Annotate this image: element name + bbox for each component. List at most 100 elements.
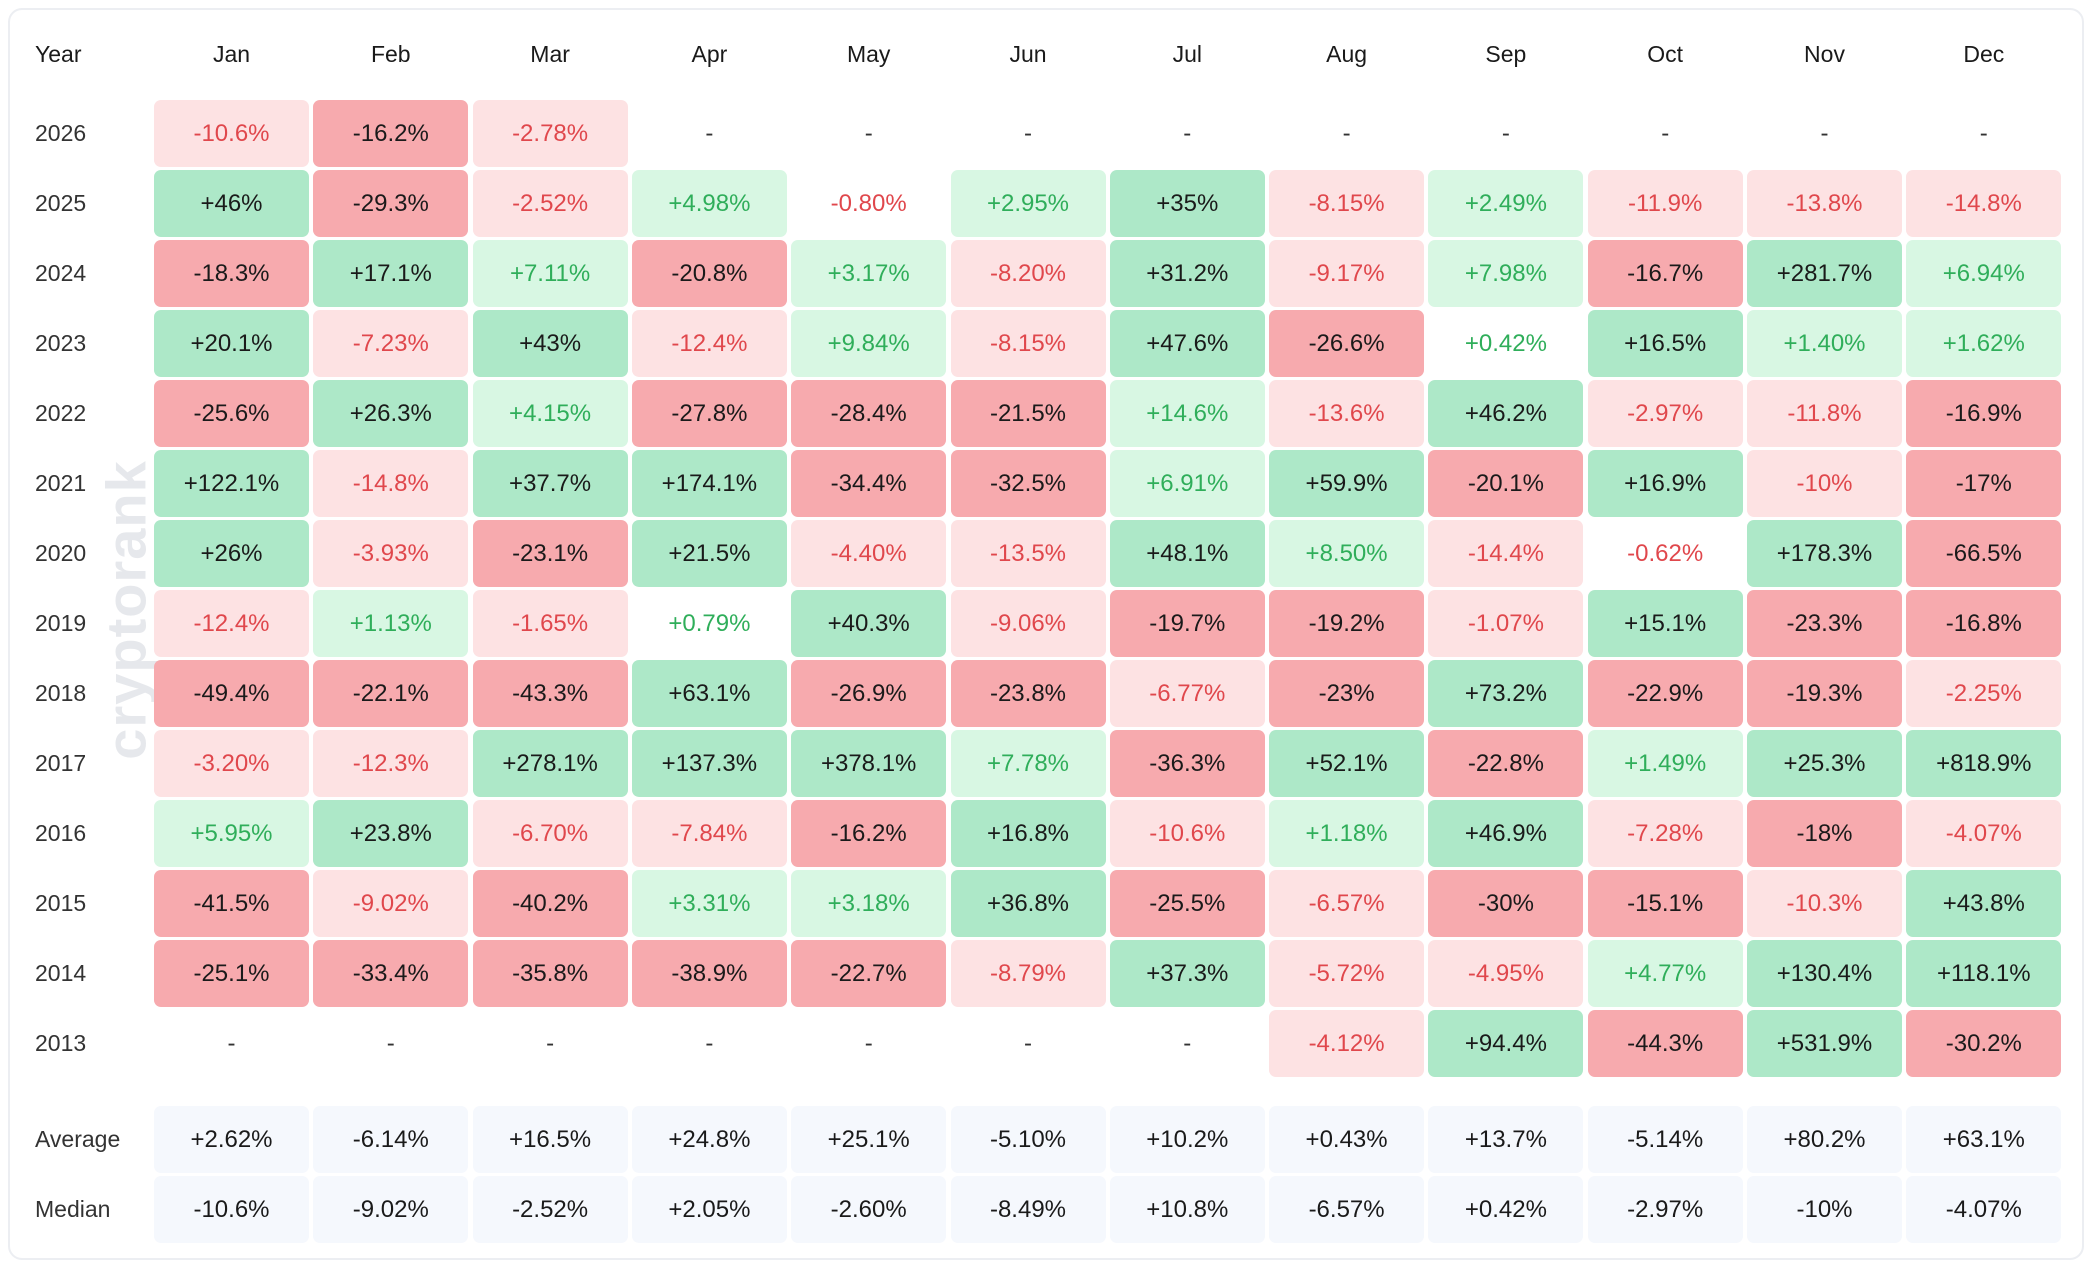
- return-cell: -26.6%: [1269, 310, 1425, 377]
- summary-cell: -5.14%: [1587, 1106, 1743, 1173]
- return-cell: +46.2%: [1428, 380, 1584, 447]
- return-cell: +46%: [154, 170, 309, 237]
- return-cell: -23.8%: [950, 660, 1106, 727]
- return-cell: +1.62%: [1906, 310, 2062, 377]
- summary-cell: -4.07%: [1906, 1176, 2062, 1243]
- return-cell: -3.93%: [313, 520, 469, 587]
- return-cell: +35%: [1109, 170, 1265, 237]
- summary-cell: -2.52%: [472, 1176, 628, 1243]
- return-cell: -: [1979, 119, 1988, 147]
- return-cell: -27.8%: [631, 380, 787, 447]
- return-cell: -6.77%: [1109, 660, 1265, 727]
- return-cell: -: [546, 1029, 555, 1057]
- return-cell: -18.3%: [154, 240, 309, 307]
- return-cell: -33.4%: [313, 940, 469, 1007]
- return-cell: -36.3%: [1109, 730, 1265, 797]
- summary-cell: +0.42%: [1428, 1176, 1584, 1243]
- return-cell: -8.15%: [1269, 170, 1425, 237]
- return-cell: -: [864, 119, 873, 147]
- year-label: 2024: [35, 260, 87, 286]
- return-cell: +178.3%: [1747, 520, 1902, 587]
- return-cell: +16.8%: [950, 800, 1106, 867]
- return-cell: +8.50%: [1269, 520, 1425, 587]
- return-cell: -10.3%: [1747, 870, 1902, 937]
- return-cell: +4.98%: [631, 170, 787, 237]
- year-label: 2022: [35, 400, 87, 426]
- return-cell: +6.91%: [1109, 450, 1265, 517]
- return-cell: +15.1%: [1587, 590, 1743, 657]
- return-cell: +23.8%: [313, 800, 469, 867]
- return-cell: -0.80%: [830, 189, 907, 217]
- return-cell: -25.5%: [1109, 870, 1265, 937]
- return-cell: +2.95%: [950, 170, 1106, 237]
- return-cell: -: [705, 119, 714, 147]
- return-cell: -44.3%: [1587, 1010, 1743, 1077]
- summary-cell: +2.05%: [631, 1176, 787, 1243]
- header-month: Mar: [530, 40, 570, 67]
- year-label: 2013: [35, 1030, 87, 1056]
- return-cell: -: [1024, 119, 1032, 147]
- summary-cell: +25.1%: [791, 1106, 947, 1173]
- return-cell: -: [1183, 1029, 1192, 1057]
- return-cell: +26%: [154, 520, 309, 587]
- return-cell: +21.5%: [631, 520, 787, 587]
- year-label: 2025: [35, 190, 87, 216]
- return-cell: -19.2%: [1269, 590, 1425, 657]
- return-cell: -23.1%: [472, 520, 628, 587]
- return-cell: -23.3%: [1747, 590, 1902, 657]
- return-cell: -13.5%: [950, 520, 1106, 587]
- return-cell: -5.72%: [1269, 940, 1425, 1007]
- return-cell: +40.3%: [791, 590, 947, 657]
- return-cell: +378.1%: [791, 730, 947, 797]
- return-cell: -30.2%: [1906, 1010, 2062, 1077]
- return-cell: -0.62%: [1627, 539, 1704, 567]
- summary-cell: +13.7%: [1428, 1106, 1584, 1173]
- return-cell: -7.23%: [313, 310, 469, 377]
- return-cell: +4.15%: [472, 380, 628, 447]
- return-cell: -1.07%: [1428, 590, 1584, 657]
- return-cell: -: [1820, 119, 1829, 147]
- return-cell: -25.6%: [154, 380, 309, 447]
- return-cell: -8.20%: [950, 240, 1106, 307]
- summary-cell: -2.60%: [791, 1176, 947, 1243]
- return-cell: +3.17%: [791, 240, 947, 307]
- return-cell: -8.15%: [950, 310, 1106, 377]
- return-cell: -11.9%: [1587, 170, 1743, 237]
- summary-cell: -9.02%: [313, 1176, 469, 1243]
- return-cell: -16.2%: [791, 800, 947, 867]
- return-cell: -22.7%: [791, 940, 947, 1007]
- return-cell: +137.3%: [631, 730, 787, 797]
- return-cell: -: [705, 1029, 714, 1057]
- year-label: 2014: [35, 960, 87, 986]
- return-cell: -29.3%: [313, 170, 469, 237]
- return-cell: -14.4%: [1428, 520, 1584, 587]
- return-cell: +16.5%: [1587, 310, 1743, 377]
- return-cell: +1.13%: [313, 590, 469, 657]
- return-cell: +43.8%: [1906, 870, 2062, 937]
- summary-cell: +10.2%: [1109, 1106, 1265, 1173]
- return-cell: -: [864, 1029, 873, 1057]
- header-month: Apr: [691, 40, 728, 67]
- header-month: Jun: [1009, 40, 1047, 67]
- return-cell: -16.8%: [1906, 590, 2062, 657]
- return-cell: -19.3%: [1747, 660, 1902, 727]
- return-cell: -14.8%: [313, 450, 469, 517]
- return-cell: +59.9%: [1269, 450, 1425, 517]
- return-cell: +17.1%: [313, 240, 469, 307]
- return-cell: -10.6%: [154, 100, 309, 167]
- return-cell: +281.7%: [1747, 240, 1902, 307]
- return-cell: -13.8%: [1747, 170, 1902, 237]
- return-cell: -1.65%: [472, 590, 628, 657]
- return-cell: -: [1661, 119, 1670, 147]
- return-cell: +5.95%: [154, 800, 309, 867]
- summary-cell: +10.8%: [1109, 1176, 1265, 1243]
- return-cell: +16.9%: [1587, 450, 1743, 517]
- header-month: Jul: [1172, 40, 1202, 67]
- return-cell: -28.4%: [791, 380, 947, 447]
- return-cell: +43%: [472, 310, 628, 377]
- return-cell: -32.5%: [950, 450, 1106, 517]
- return-cell: +4.77%: [1587, 940, 1743, 1007]
- year-label: 2023: [35, 330, 87, 356]
- return-cell: +3.31%: [631, 870, 787, 937]
